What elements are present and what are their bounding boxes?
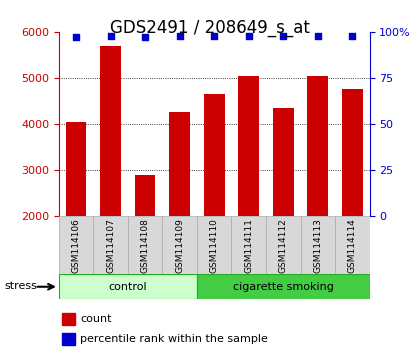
Text: GSM114107: GSM114107	[106, 218, 115, 273]
FancyBboxPatch shape	[59, 274, 197, 299]
Text: GDS2491 / 208649_s_at: GDS2491 / 208649_s_at	[110, 19, 310, 38]
FancyBboxPatch shape	[128, 216, 163, 274]
Text: GSM114110: GSM114110	[210, 218, 219, 273]
Text: GSM114113: GSM114113	[313, 218, 322, 273]
Point	[107, 33, 114, 38]
Point	[280, 33, 286, 38]
FancyBboxPatch shape	[93, 216, 128, 274]
Text: GSM114108: GSM114108	[141, 218, 150, 273]
Point	[315, 33, 321, 38]
Text: percentile rank within the sample: percentile rank within the sample	[80, 335, 268, 344]
FancyBboxPatch shape	[197, 274, 370, 299]
Bar	[135, 175, 155, 216]
FancyBboxPatch shape	[231, 216, 266, 274]
Bar	[66, 122, 87, 216]
Text: GSM114114: GSM114114	[348, 218, 357, 273]
Text: count: count	[80, 314, 111, 324]
Point	[142, 35, 149, 40]
Text: GSM114106: GSM114106	[71, 218, 81, 273]
Bar	[62, 313, 75, 325]
Text: stress: stress	[4, 281, 37, 291]
FancyBboxPatch shape	[163, 216, 197, 274]
Point	[349, 33, 356, 38]
Point	[245, 33, 252, 38]
Point	[176, 33, 183, 38]
Text: GSM114111: GSM114111	[244, 218, 253, 273]
Text: GSM114109: GSM114109	[175, 218, 184, 273]
Text: control: control	[108, 282, 147, 292]
Bar	[204, 94, 225, 216]
Bar	[239, 76, 259, 216]
Text: GSM114112: GSM114112	[279, 218, 288, 273]
Bar	[169, 113, 190, 216]
Bar	[62, 333, 75, 345]
Bar	[307, 76, 328, 216]
FancyBboxPatch shape	[197, 216, 231, 274]
FancyBboxPatch shape	[266, 216, 301, 274]
FancyBboxPatch shape	[301, 216, 335, 274]
Point	[211, 33, 218, 38]
Bar	[273, 108, 294, 216]
Point	[73, 35, 79, 40]
Bar	[342, 89, 363, 216]
FancyBboxPatch shape	[59, 216, 93, 274]
Text: cigarette smoking: cigarette smoking	[233, 282, 334, 292]
Bar	[100, 46, 121, 216]
FancyBboxPatch shape	[335, 216, 370, 274]
